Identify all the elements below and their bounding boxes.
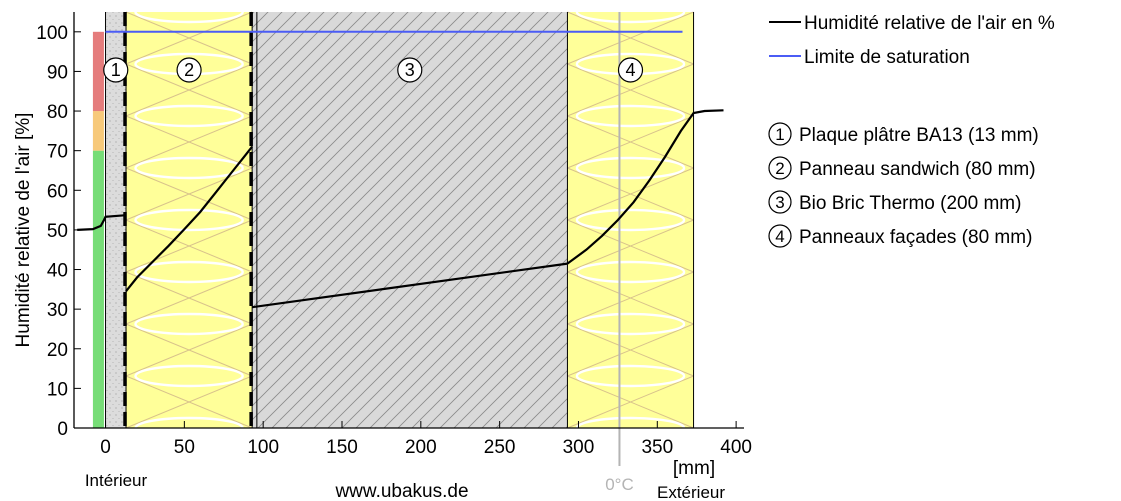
x-tick-label: 0 [100,437,111,458]
insulation-loop [575,364,686,388]
insulation-lines [567,11,694,429]
data-series [77,30,724,309]
y-tick-label: 50 [47,221,68,242]
y-tick-label: 20 [47,340,68,361]
insulation-loop [134,208,244,232]
humidity-line [125,146,253,292]
legend-layer-label: Panneaux façades (80 mm) [799,227,1032,248]
layer-2-marker-label: 2 [184,60,194,80]
insulation-loop [575,312,686,336]
layer-1-marker-label: 1 [111,60,121,80]
y-tick-label: 0 [57,419,68,440]
x-tick-label: 100 [247,437,279,458]
y-tick-label: 40 [47,261,68,282]
freezing-point-label: 0°C [605,475,634,494]
x-tick-label: 200 [405,437,437,458]
comfort-bar-segment [92,150,104,428]
humidity-line [77,214,127,231]
insulation-lines [125,11,253,429]
legend-layer-number: 1 [775,125,784,144]
x-tick-label: 400 [720,437,752,458]
insulation-loop [134,312,244,336]
legend-layer-number: 2 [775,159,784,178]
humidity-line [251,262,568,309]
inside-label: Intérieur [85,471,148,490]
y-tick-label: 60 [47,181,68,202]
insulation-loop [575,156,686,180]
y-tick-label: 100 [36,23,68,44]
legend-entry-label: Limite de saturation [804,47,970,68]
comfort-bar-segment [92,111,104,151]
layer-number-markers: 1 2 3 4 [103,57,644,83]
axes: 0 10 20 30 40 50 60 70 80 90 100 0 50 100 150 200 250 300… [36,12,752,458]
layer-3-marker-label: 3 [405,60,415,80]
insulation-loop [575,260,686,284]
website-label: www.ubakus.de [334,481,468,501]
layer-4-marker [617,57,644,83]
insulation-loop [575,104,686,128]
layer-regions [105,0,695,440]
layer-3-marker [397,57,423,83]
layer-1-marker [103,57,129,83]
insulation-loop [575,208,686,232]
outside-label: Extérieur [657,483,725,501]
layer-4-marker-label: 4 [625,60,635,80]
legend-layer-marker [768,190,792,214]
humidity-line [566,109,724,265]
y-tick-label: 10 [47,379,68,400]
legend-layer-number: 4 [775,227,784,246]
x-tick-label: 50 [174,437,195,458]
insulation-loop [134,364,244,388]
x-tick-label: 350 [641,437,673,458]
freezing-point-group: 0°C [605,12,634,494]
insulation-loop [134,0,244,24]
legend-layer-label: Bio Bric Thermo (200 mm) [799,193,1021,214]
x-tick-label: 300 [563,437,595,458]
y-tick-label: 30 [47,300,68,321]
insulation-loop [134,104,244,128]
insulation-loop [575,0,686,24]
legend-entry-label: Humidité relative de l'air en % [804,13,1055,34]
layer-1-region [105,12,127,428]
legend-layer-label: Plaque plâtre BA13 (13 mm) [799,125,1039,146]
comfort-bar [92,31,104,428]
layer-2-marker [176,57,202,83]
x-tick-label: 250 [484,437,516,458]
legend-layer-number: 3 [775,193,784,212]
x-axis-unit-label: [mm] [673,458,715,479]
x-tick-label: 150 [326,437,358,458]
legend: Humidité relative de l'air en % Limite de… [768,13,1055,248]
layer-4-insulation-pattern [567,0,694,440]
y-tick-label: 80 [47,102,68,123]
y-tick-label: 70 [47,142,68,163]
legend-layer-label: Panneau sandwich (80 mm) [799,159,1036,180]
y-tick-label: 90 [47,62,68,83]
comfort-bar-segment [92,31,104,112]
insulation-loop [134,156,244,180]
insulation-loop [134,260,244,284]
legend-layer-marker [768,224,792,248]
legend-layer-marker [768,156,792,180]
y-axis-label: Humidité relative de l'air [%] [13,113,34,348]
legend-layer-marker [768,122,792,146]
